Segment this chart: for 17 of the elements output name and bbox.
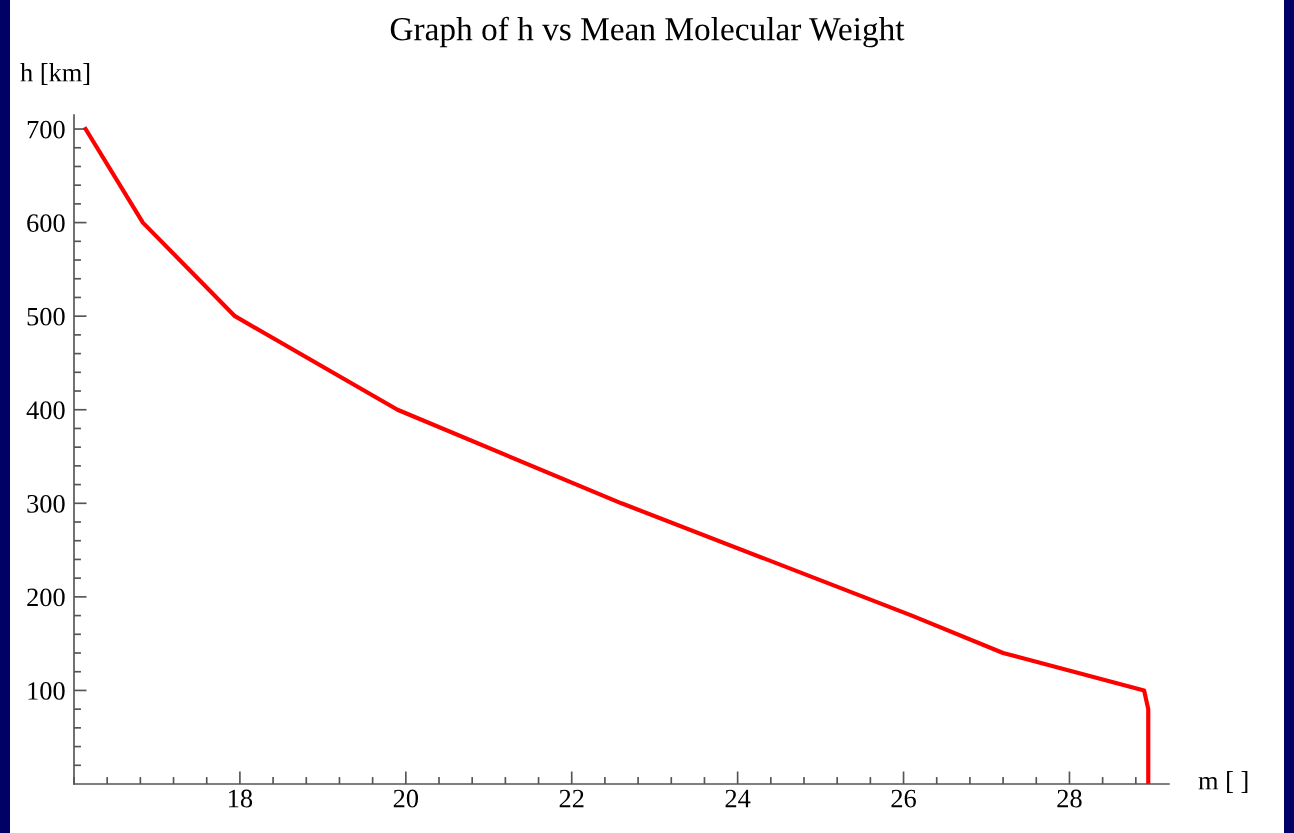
y-axis-title: h [km] — [20, 63, 90, 85]
y-tick-label: 400 — [26, 401, 65, 420]
x-tick-label: 22 — [559, 789, 584, 808]
y-tick-label: 600 — [27, 214, 65, 233]
y-tick-label: 500 — [27, 307, 65, 326]
y-tick-label: 100 — [28, 682, 65, 700]
y-tick-label: 700 — [27, 120, 65, 139]
x-tick-label: 18 — [229, 789, 253, 808]
y-tick-label: 300 — [27, 494, 65, 513]
x-tick-label: 20 — [393, 789, 419, 808]
chart-title: Graph of h vs Mean Molecular Weight — [390, 16, 905, 48]
y-tick-label: 200 — [27, 588, 65, 607]
x-axis-title: m [ ] — [1198, 771, 1248, 793]
x-tick-label: 28 — [1057, 789, 1082, 808]
x-tick-label: 24 — [725, 789, 751, 808]
line-series — [83, 126, 1151, 784]
x-tick-label: 26 — [891, 789, 916, 808]
